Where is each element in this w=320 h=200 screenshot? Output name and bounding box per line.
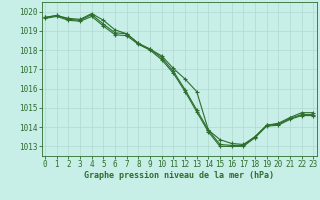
X-axis label: Graphe pression niveau de la mer (hPa): Graphe pression niveau de la mer (hPa) xyxy=(84,171,274,180)
